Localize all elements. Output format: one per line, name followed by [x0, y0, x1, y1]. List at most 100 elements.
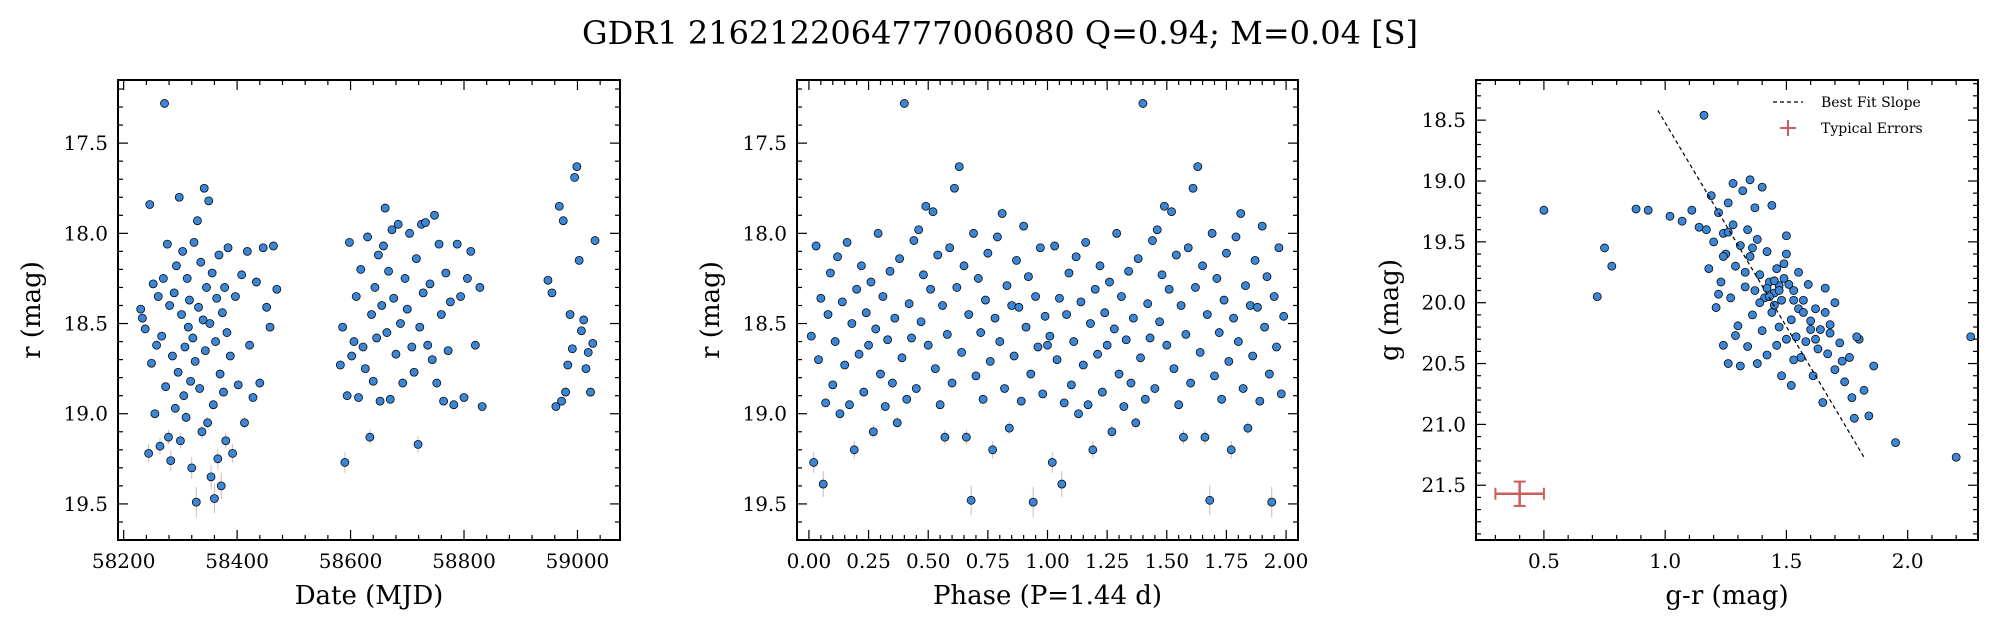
data-point	[432, 378, 442, 388]
data-point	[1966, 332, 1976, 342]
data-point	[1825, 328, 1835, 338]
data-point	[1735, 361, 1745, 371]
data-point	[1687, 205, 1697, 215]
data-point	[137, 313, 147, 323]
data-point	[195, 384, 205, 393]
x-tick-label: 1.75	[1204, 549, 1249, 573]
data-point	[821, 398, 831, 408]
data-point	[172, 261, 181, 271]
data-point	[1109, 324, 1119, 334]
data-point	[950, 183, 959, 193]
data-point	[933, 250, 943, 260]
data-point	[1757, 326, 1767, 336]
data-point	[380, 203, 390, 213]
axes-frame	[117, 79, 621, 541]
data-point	[212, 293, 222, 303]
data-point	[262, 302, 272, 312]
y-axis-label: r (mag)	[17, 261, 47, 359]
data-point	[1733, 321, 1743, 331]
data-point	[255, 378, 265, 388]
y-tick-label: 19.5	[63, 492, 108, 516]
data-point	[368, 376, 378, 386]
data-point	[1723, 227, 1733, 237]
data-point	[144, 449, 154, 458]
x-tick-label: 1.0	[1649, 549, 1681, 573]
data-point	[567, 344, 577, 354]
data-point	[1186, 378, 1196, 388]
data-point	[208, 400, 218, 410]
data-point	[849, 445, 859, 455]
data-point	[452, 239, 462, 249]
data-point	[1789, 286, 1799, 295]
data-point	[400, 274, 410, 283]
data-point	[897, 353, 907, 363]
y-tick-label: 18.5	[742, 312, 787, 336]
data-point	[147, 358, 156, 368]
data-point	[902, 394, 912, 404]
data-point	[421, 218, 430, 227]
data-point	[1728, 220, 1738, 230]
data-point	[1028, 497, 1038, 507]
data-point	[952, 283, 962, 292]
data-point	[885, 266, 895, 276]
data-point	[1124, 266, 1134, 276]
data-point	[225, 351, 235, 361]
data-point	[826, 268, 835, 278]
data-point	[1012, 255, 1021, 265]
data-point	[1276, 389, 1286, 399]
data-point	[170, 403, 180, 413]
data-point	[1806, 316, 1816, 326]
data-point	[1769, 276, 1779, 286]
data-point	[947, 378, 957, 388]
y-tick-label: 19.0	[1421, 169, 1466, 193]
x-tick-label: 1.25	[1085, 549, 1130, 573]
data-point	[199, 183, 209, 193]
data-point	[981, 295, 990, 305]
data-point	[1007, 301, 1017, 310]
data-point	[1806, 325, 1816, 334]
data-point	[1779, 259, 1789, 269]
data-point	[590, 236, 600, 245]
data-point	[1830, 365, 1840, 375]
data-point	[1723, 198, 1733, 208]
data-point	[1815, 325, 1825, 334]
data-point	[272, 284, 282, 294]
y-tick-label: 21.0	[1421, 412, 1466, 436]
x-axis-label: g-r (mag)	[1665, 581, 1788, 611]
data-point	[1269, 292, 1279, 301]
data-point	[1716, 277, 1726, 287]
data-point	[186, 376, 196, 386]
data-point	[466, 246, 476, 256]
data-point	[899, 99, 909, 108]
data-point	[1745, 252, 1755, 261]
data-point	[1038, 389, 1048, 399]
legend-best-fit-label: Best Fit Slope	[1821, 95, 1921, 111]
data-point	[160, 99, 169, 108]
data-point	[219, 387, 228, 397]
data-point	[207, 268, 217, 278]
data-point	[215, 369, 225, 379]
data-point	[811, 241, 821, 251]
data-point	[1798, 295, 1808, 305]
data-point	[871, 324, 881, 334]
data-point	[1055, 293, 1064, 303]
data-point	[1145, 333, 1155, 343]
data-point	[1071, 252, 1081, 262]
data-point	[1849, 413, 1859, 423]
data-point	[1260, 322, 1269, 332]
data-point	[387, 225, 397, 235]
data-point	[179, 391, 189, 401]
data-point	[1600, 243, 1609, 253]
data-point	[356, 265, 366, 274]
data-point	[1752, 235, 1762, 244]
data-point	[1711, 303, 1721, 312]
data-point	[1126, 378, 1136, 388]
data-point	[1024, 272, 1033, 282]
data-point	[393, 219, 403, 229]
data-point	[385, 394, 395, 404]
data-point	[1701, 225, 1711, 235]
data-point	[459, 393, 469, 402]
data-point	[1745, 175, 1755, 185]
data-point	[1117, 292, 1126, 301]
data-point	[1157, 270, 1167, 280]
